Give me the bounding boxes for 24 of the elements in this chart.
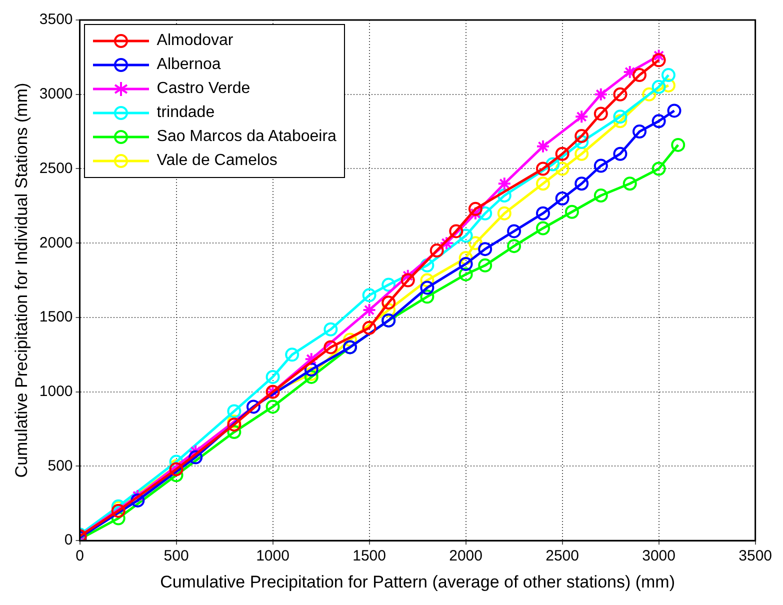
y-tick-label: 3000 bbox=[39, 86, 73, 103]
x-tick-label: 1500 bbox=[352, 548, 386, 565]
y-tick-label: 500 bbox=[48, 457, 73, 474]
legend-label: Vale de Camelos bbox=[156, 152, 278, 170]
x-tick-label: 1000 bbox=[256, 548, 290, 565]
legend-label: trindade bbox=[156, 104, 215, 122]
y-tick-label: 2000 bbox=[39, 234, 73, 252]
y-tick-label: 1500 bbox=[39, 308, 73, 326]
x-tick-label: 2000 bbox=[449, 548, 482, 565]
legend-label: Albernoa bbox=[156, 56, 221, 74]
legend-label: Sao Marcos da Ataboeira bbox=[156, 128, 336, 146]
legend-label: Castro Verde bbox=[156, 80, 250, 98]
y-axis-title: Cumulative Precipitation for Individual Stations (mm) bbox=[12, 82, 31, 478]
y-tick-label: 0 bbox=[64, 532, 73, 549]
legend-label: Almodovar bbox=[156, 32, 234, 50]
y-tick-label: 1000 bbox=[39, 383, 73, 400]
x-axis-title: Cumulative Precipitation for Pattern (average of other stations) (mm) bbox=[160, 572, 676, 592]
x-tick-label: 3500 bbox=[738, 548, 772, 565]
x-tick-label: 0 bbox=[76, 548, 84, 565]
x-tick-label: 500 bbox=[164, 548, 189, 565]
x-tick-label: 2500 bbox=[546, 548, 579, 565]
y-tick-label: 3500 bbox=[39, 11, 73, 28]
x-tick-label: 3000 bbox=[642, 548, 676, 565]
y-tick-label: 2500 bbox=[39, 160, 73, 177]
